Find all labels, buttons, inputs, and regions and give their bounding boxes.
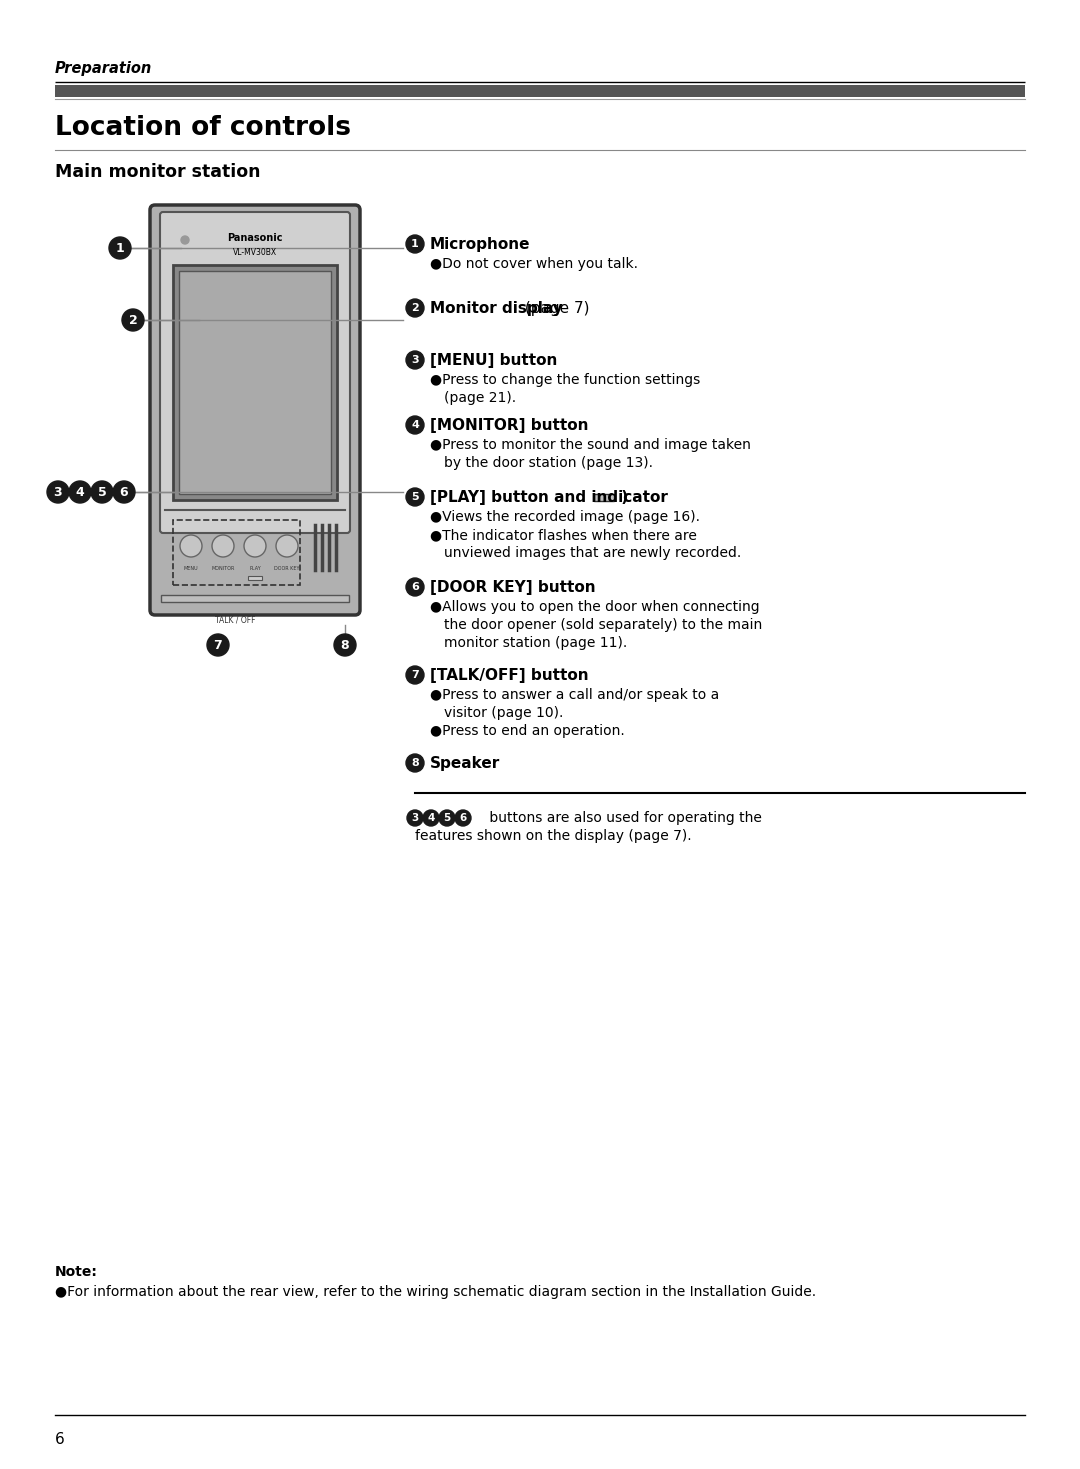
- Circle shape: [212, 535, 234, 557]
- Text: [DOOR KEY] button: [DOOR KEY] button: [430, 579, 596, 595]
- Circle shape: [334, 635, 356, 657]
- Bar: [248, 576, 262, 580]
- Circle shape: [91, 480, 113, 502]
- Circle shape: [406, 416, 424, 433]
- Text: MONITOR: MONITOR: [212, 566, 234, 570]
- Text: 4: 4: [411, 420, 419, 430]
- Circle shape: [122, 308, 144, 331]
- Text: [MENU] button: [MENU] button: [430, 353, 557, 367]
- Text: 3: 3: [54, 485, 63, 498]
- Text: ●Press to answer a call and/or speak to a: ●Press to answer a call and/or speak to …: [430, 687, 719, 702]
- Text: Note:: Note:: [55, 1265, 98, 1279]
- Text: ●Press to change the function settings: ●Press to change the function settings: [430, 373, 700, 386]
- Text: Panasonic: Panasonic: [227, 234, 283, 242]
- Text: ●Allows you to open the door when connecting: ●Allows you to open the door when connec…: [430, 599, 759, 614]
- Circle shape: [406, 665, 424, 685]
- Text: [TALK/OFF] button: [TALK/OFF] button: [430, 667, 589, 683]
- Text: ●Press to end an operation.: ●Press to end an operation.: [430, 724, 624, 737]
- Text: Preparation: Preparation: [55, 60, 152, 75]
- Text: MENU: MENU: [184, 566, 199, 570]
- Text: 1: 1: [116, 241, 124, 254]
- Text: TALK / OFF: TALK / OFF: [215, 616, 255, 624]
- Circle shape: [113, 480, 135, 502]
- Text: 6: 6: [120, 485, 129, 498]
- Text: ●For information about the rear view, refer to the wiring schematic diagram sect: ●For information about the rear view, re…: [55, 1285, 816, 1299]
- Text: 5: 5: [411, 492, 419, 502]
- Circle shape: [406, 235, 424, 253]
- Circle shape: [438, 809, 455, 826]
- Text: buttons are also used for operating the: buttons are also used for operating the: [485, 811, 761, 826]
- Circle shape: [244, 535, 266, 557]
- Text: the door opener (sold separately) to the main: the door opener (sold separately) to the…: [444, 618, 762, 632]
- Text: 4: 4: [76, 485, 84, 498]
- Text: by the door station (page 13).: by the door station (page 13).: [444, 455, 653, 470]
- Text: features shown on the display (page 7).: features shown on the display (page 7).: [415, 829, 691, 843]
- Text: ●Do not cover when you talk.: ●Do not cover when you talk.: [430, 257, 638, 270]
- Text: 4: 4: [428, 812, 434, 823]
- Circle shape: [207, 635, 229, 657]
- Circle shape: [406, 351, 424, 369]
- Text: 7: 7: [411, 670, 419, 680]
- Circle shape: [406, 577, 424, 596]
- Text: (page 21).: (page 21).: [444, 391, 516, 405]
- Text: PLAY: PLAY: [249, 566, 261, 570]
- Text: ): ): [616, 489, 629, 504]
- Circle shape: [109, 237, 131, 259]
- Bar: [173, 520, 300, 585]
- Text: 1: 1: [411, 239, 419, 250]
- Circle shape: [407, 809, 423, 826]
- Text: Microphone: Microphone: [430, 237, 530, 251]
- Circle shape: [180, 535, 202, 557]
- Bar: [594, 494, 615, 501]
- Circle shape: [48, 480, 69, 502]
- Text: 2: 2: [411, 303, 419, 313]
- Text: ●Press to monitor the sound and image taken: ●Press to monitor the sound and image ta…: [430, 438, 751, 452]
- Text: ●The indicator flashes when there are: ●The indicator flashes when there are: [430, 527, 697, 542]
- Text: 5: 5: [97, 485, 106, 498]
- Text: ●Views the recorded image (page 16).: ●Views the recorded image (page 16).: [430, 510, 700, 524]
- Bar: [55, 85, 1025, 97]
- Text: 8: 8: [340, 639, 349, 651]
- Text: [PLAY] button and indicator: [PLAY] button and indicator: [430, 489, 667, 504]
- Text: 3: 3: [411, 812, 419, 823]
- Text: Location of controls: Location of controls: [55, 115, 351, 141]
- Bar: [161, 595, 349, 602]
- Text: DOOR KEY: DOOR KEY: [274, 566, 300, 570]
- Text: 6: 6: [459, 812, 467, 823]
- Text: 6: 6: [55, 1432, 65, 1447]
- Bar: [173, 264, 337, 499]
- Circle shape: [69, 480, 91, 502]
- Text: 7: 7: [214, 639, 222, 651]
- Text: (page 7): (page 7): [519, 301, 590, 316]
- Text: Monitor display: Monitor display: [430, 301, 563, 316]
- Text: monitor station (page 11).: monitor station (page 11).: [444, 636, 627, 649]
- Text: visitor (page 10).: visitor (page 10).: [444, 707, 564, 720]
- Text: 8: 8: [411, 758, 419, 768]
- Text: Speaker: Speaker: [430, 755, 500, 771]
- Circle shape: [406, 754, 424, 773]
- Circle shape: [455, 809, 471, 826]
- Bar: [179, 270, 330, 494]
- Text: 2: 2: [129, 313, 137, 326]
- Text: Main monitor station: Main monitor station: [55, 163, 260, 181]
- Text: 3: 3: [411, 355, 419, 364]
- FancyBboxPatch shape: [150, 206, 360, 616]
- Text: unviewed images that are newly recorded.: unviewed images that are newly recorded.: [444, 546, 741, 560]
- Circle shape: [423, 809, 438, 826]
- Text: [MONITOR] button: [MONITOR] button: [430, 417, 589, 432]
- FancyBboxPatch shape: [160, 212, 350, 533]
- Text: 5: 5: [444, 812, 450, 823]
- Circle shape: [181, 237, 189, 244]
- Circle shape: [276, 535, 298, 557]
- Text: 6: 6: [411, 582, 419, 592]
- Text: VL-MV30BX: VL-MV30BX: [233, 247, 278, 257]
- Circle shape: [406, 488, 424, 505]
- Circle shape: [406, 300, 424, 317]
